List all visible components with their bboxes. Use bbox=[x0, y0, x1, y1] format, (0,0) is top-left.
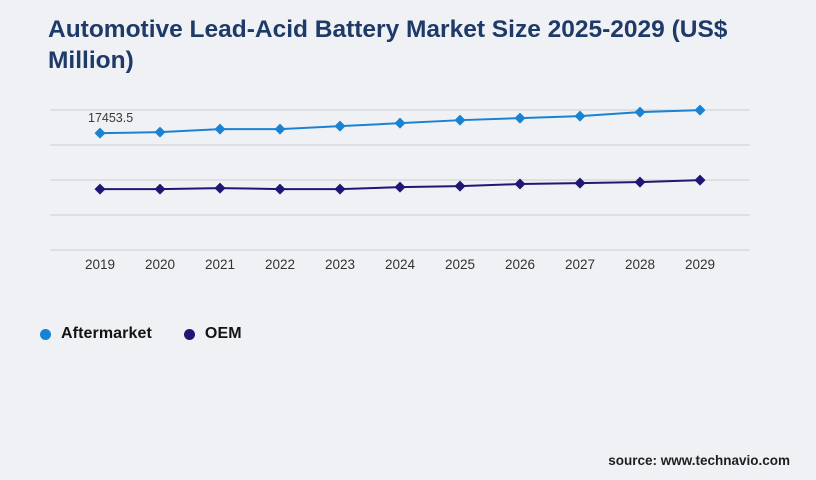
x-tick-2028: 2028 bbox=[625, 257, 655, 272]
x-tick-2025: 2025 bbox=[445, 257, 475, 272]
x-tick-2027: 2027 bbox=[565, 257, 595, 272]
chart-title: Automotive Lead-Acid Battery Market Size… bbox=[48, 16, 728, 74]
aftermarket-point-2027[interactable] bbox=[574, 110, 586, 122]
legend-item-oem[interactable]: OEM bbox=[183, 325, 242, 343]
x-tick-2021: 2021 bbox=[205, 257, 235, 272]
legend-label-oem: OEM bbox=[204, 325, 242, 342]
legend-label-aftermarket: Aftermarket bbox=[61, 325, 152, 342]
aftermarket-point-2025[interactable] bbox=[454, 114, 466, 126]
line-chart-plot-area: 17453.5 2019 2020 2021 2022 2023 2024 2025 2026 2… bbox=[50, 104, 750, 272]
data-label-aftermarket-2019: 17453.5 bbox=[88, 111, 133, 125]
oem-point-2025[interactable] bbox=[454, 180, 466, 192]
aftermarket-point-2023[interactable] bbox=[334, 120, 346, 132]
source-text: source: www.technavio.com bbox=[608, 453, 790, 468]
oem-point-2024[interactable] bbox=[394, 181, 406, 193]
oem-point-2029[interactable] bbox=[694, 174, 706, 186]
x-tick-2029: 2029 bbox=[685, 257, 715, 272]
aftermarket-point-2026[interactable] bbox=[514, 112, 526, 124]
oem-point-2023[interactable] bbox=[334, 183, 346, 195]
aftermarket-point-2020[interactable] bbox=[154, 126, 166, 138]
oem-point-2027[interactable] bbox=[574, 177, 586, 189]
oem-point-2020[interactable] bbox=[154, 183, 166, 195]
legend: Aftermarket OEM bbox=[40, 325, 242, 343]
x-tick-2022: 2022 bbox=[265, 257, 295, 272]
x-tick-2023: 2023 bbox=[325, 257, 355, 272]
aftermarket-point-2021[interactable] bbox=[214, 123, 226, 135]
oem-legend-marker-icon bbox=[183, 328, 195, 340]
x-tick-2020: 2020 bbox=[145, 257, 175, 272]
aftermarket-point-2019[interactable] bbox=[94, 127, 106, 139]
aftermarket-point-2024[interactable] bbox=[394, 117, 406, 129]
oem-point-2026[interactable] bbox=[514, 178, 526, 190]
oem-point-2028[interactable] bbox=[634, 176, 646, 188]
x-tick-2024: 2024 bbox=[385, 257, 416, 272]
oem-point-2019[interactable] bbox=[94, 183, 106, 195]
aftermarket-point-2028[interactable] bbox=[634, 106, 646, 118]
oem-point-2022[interactable] bbox=[274, 183, 286, 195]
aftermarket-point-2029[interactable] bbox=[694, 104, 706, 116]
oem-point-2021[interactable] bbox=[214, 182, 226, 194]
x-tick-2026: 2026 bbox=[505, 257, 535, 272]
legend-item-aftermarket[interactable]: Aftermarket bbox=[40, 325, 152, 343]
aftermarket-legend-marker-icon bbox=[40, 328, 51, 340]
x-tick-2019: 2019 bbox=[85, 257, 115, 272]
aftermarket-point-2022[interactable] bbox=[274, 123, 286, 135]
